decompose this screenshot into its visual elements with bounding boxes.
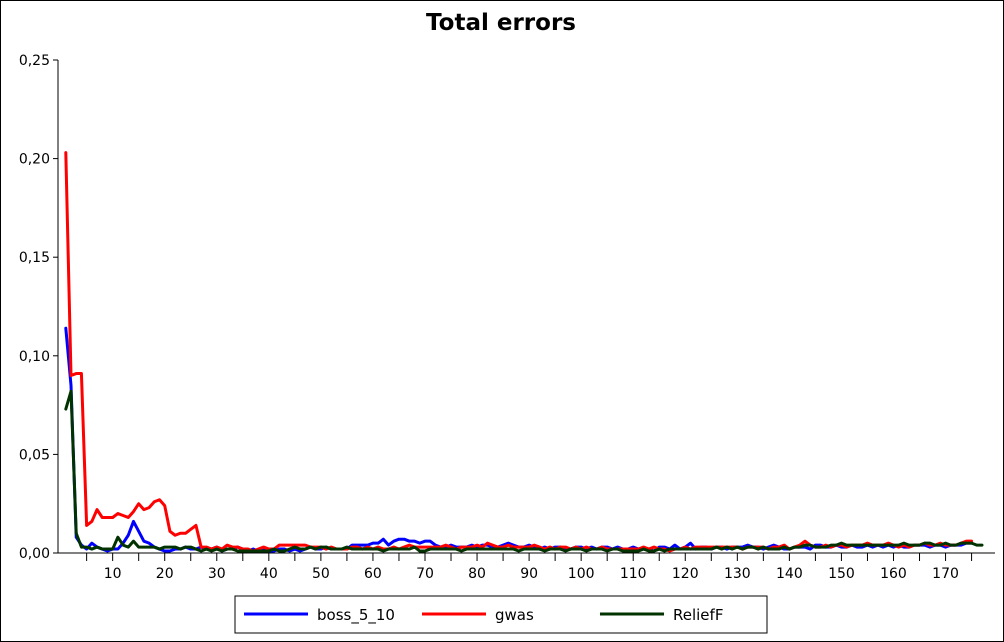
- y-tick-label: 0,25: [19, 53, 50, 69]
- x-tick-label: 140: [776, 566, 803, 582]
- x-tick-label: 60: [364, 566, 382, 582]
- x-tick-label: 20: [156, 566, 174, 582]
- x-tick-label: 70: [416, 566, 434, 582]
- legend-box: [234, 595, 768, 634]
- series-lines: [64, 151, 984, 553]
- chart-title: Total errors: [426, 10, 576, 36]
- series-line-relieff: [64, 389, 984, 553]
- x-tick-label: 170: [932, 566, 959, 582]
- x-tick-label: 90: [520, 566, 538, 582]
- x-tick-label: 80: [468, 566, 486, 582]
- y-tick-label: 0,20: [19, 152, 50, 168]
- x-tick-label: 10: [104, 566, 122, 582]
- y-axis-ticks: 0,00 0,05 0,10 0,15 0,20 0,25: [19, 53, 58, 562]
- y-tick-label: 0,05: [19, 447, 50, 463]
- y-tick-label: 0,15: [19, 250, 50, 266]
- x-tick-label: 100: [568, 566, 595, 582]
- x-tick-label: 30: [208, 566, 226, 582]
- legend: boss_5_10 gwas ReliefF: [234, 595, 768, 634]
- legend-label-boss-5-10: boss_5_10: [317, 606, 395, 625]
- axes: [57, 60, 995, 554]
- x-tick-label: 120: [672, 566, 699, 582]
- legend-label-gwas: gwas: [495, 606, 534, 624]
- series-line-boss-5-10: [64, 326, 974, 553]
- y-tick-label: 0,00: [19, 546, 50, 562]
- x-tick-label: 50: [312, 566, 330, 582]
- x-tick-label: 40: [260, 566, 278, 582]
- legend-label-relieff: ReliefF: [673, 606, 723, 624]
- x-tick-label: 160: [880, 566, 907, 582]
- x-axis-ticks: 10 20 30 40 50 60 70 80 90 100 110 120 130 140 150 160 1…: [86, 553, 973, 582]
- series-line-gwas: [64, 151, 974, 553]
- x-tick-label: 150: [828, 566, 855, 582]
- x-tick-label: 130: [724, 566, 751, 582]
- y-tick-label: 0,10: [19, 349, 50, 365]
- x-tick-label: 110: [620, 566, 647, 582]
